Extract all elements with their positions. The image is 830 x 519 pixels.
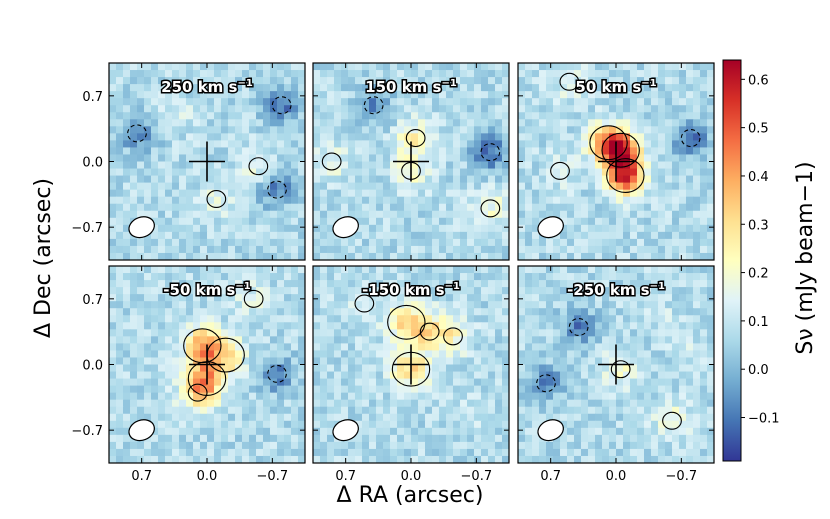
- x-tick-label: 0.7: [540, 469, 561, 484]
- positive-contour: [243, 289, 264, 308]
- intensity-map: [109, 266, 305, 463]
- x-tick-label: −0.7: [461, 469, 493, 484]
- y-tick-label: 0.7: [82, 90, 103, 105]
- channel-panel: -250 km s−1 0.7 0.0 −0.7: [517, 265, 715, 484]
- negative-contour: [536, 374, 556, 393]
- colorbar-gradient: [722, 59, 742, 462]
- panel-grid: 250 km s−1 0.7 0.0 −0.7 150 km s−1 50 km s−1 -…: [71, 62, 715, 484]
- positive-contour: [550, 161, 570, 180]
- positive-contour: [405, 129, 426, 148]
- negative-contour: [363, 96, 384, 115]
- channel-panel: 250 km s−1 0.7 0.0 −0.7: [71, 62, 306, 261]
- x-tick-label: 0.0: [401, 469, 422, 484]
- x-tick-label: 0.0: [606, 469, 627, 484]
- channel-panel: -150 km s−1 0.7 0.0 −0.7: [312, 265, 510, 484]
- colorbar: 0.6 0.5 0.4 0.3 0.2 0.1 0.0 −0.1: [722, 59, 780, 462]
- beam-ellipse: [332, 419, 359, 442]
- positive-contour: [443, 327, 463, 346]
- negative-contour: [267, 180, 287, 199]
- intensity-map: [518, 266, 714, 463]
- velocity-label: -250 km s−1: [567, 281, 665, 299]
- positive-contour: [480, 199, 501, 218]
- negative-contour: [267, 364, 287, 383]
- velocity-label: 250 km s−1: [161, 78, 253, 96]
- colorbar-tick-label: 0.0: [748, 363, 769, 378]
- negative-contour: [127, 124, 147, 143]
- beam-ellipse: [537, 419, 564, 442]
- velocity-label: 50 km s−1: [575, 78, 656, 96]
- positive-contour: [354, 294, 375, 313]
- channel-panel: -50 km s−1 0.7 0.0 −0.7 0.7 0.0 −0.7: [71, 265, 306, 484]
- positive-contour: [248, 157, 269, 176]
- positive-contour: [187, 383, 208, 402]
- colorbar-tick-label: 0.3: [748, 218, 769, 233]
- positive-contour: [589, 125, 628, 161]
- beam-ellipse: [128, 216, 155, 239]
- y-tick-label: 0.0: [82, 156, 103, 171]
- beam-ellipse: [128, 419, 155, 442]
- colorbar-tick-label: 0.2: [748, 267, 769, 282]
- y-tick-label: 0.7: [82, 293, 103, 308]
- positive-contour: [610, 360, 631, 379]
- colorbar-tick-label: 0.6: [748, 73, 769, 88]
- negative-contour: [680, 129, 701, 148]
- beam-ellipse: [537, 216, 564, 239]
- velocity-label: 150 km s−1: [365, 78, 457, 96]
- colorbar-title: Sν (mJy beam−1): [793, 161, 818, 354]
- x-tick-label: 0.7: [335, 469, 356, 484]
- positive-contour: [559, 72, 580, 91]
- intensity-map: [518, 63, 714, 260]
- positive-contour: [419, 322, 440, 341]
- x-tick-label: 0.7: [131, 469, 152, 484]
- y-tick-label: −0.7: [71, 221, 103, 236]
- x-tick-label: −0.7: [257, 469, 289, 484]
- positive-contour: [601, 132, 640, 168]
- intensity-map: [109, 63, 305, 260]
- x-axis-title: Δ RA (arcsec): [337, 483, 484, 508]
- colorbar-tick-label: −0.1: [748, 412, 780, 427]
- velocity-label: -50 km s−1: [163, 281, 250, 299]
- channel-panel: 50 km s−1: [517, 62, 715, 261]
- colorbar-tick-label: 0.4: [748, 170, 769, 185]
- intensity-map: [313, 63, 509, 260]
- negative-contour: [271, 96, 292, 115]
- x-tick-label: 0.0: [197, 469, 218, 484]
- intensity-map: [313, 266, 509, 463]
- y-tick-label: −0.7: [71, 424, 103, 439]
- beam-ellipse: [332, 216, 359, 239]
- positive-contour: [662, 411, 682, 430]
- velocity-label: -150 km s−1: [362, 281, 460, 299]
- positive-contour: [206, 190, 227, 209]
- y-axis-title: Δ Dec (arcsec): [31, 178, 56, 338]
- positive-contour: [321, 152, 342, 171]
- colorbar-tick-label: 0.1: [748, 315, 769, 330]
- negative-contour: [568, 317, 589, 336]
- negative-contour: [480, 143, 501, 162]
- y-tick-label: 0.0: [82, 359, 103, 374]
- colorbar-tick-label: 0.5: [748, 122, 769, 137]
- x-tick-label: −0.7: [666, 469, 698, 484]
- positive-contour: [606, 158, 645, 194]
- channel-panel: 150 km s−1: [312, 62, 510, 261]
- positive-contour: [387, 304, 426, 340]
